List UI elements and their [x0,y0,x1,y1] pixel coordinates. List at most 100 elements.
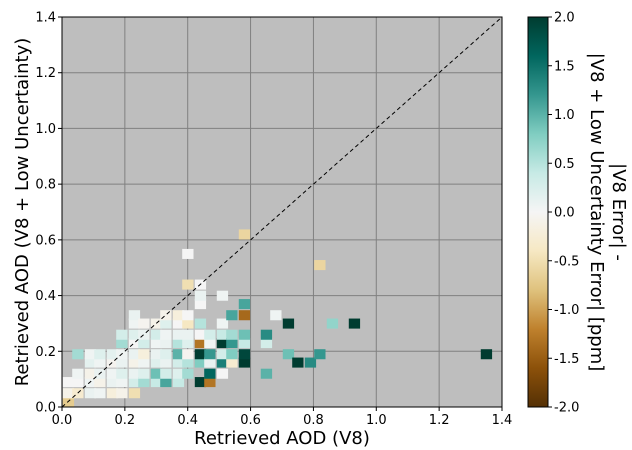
colorbar-ticks: -2.0 -1.5 -1.0 -0.5 0.0 0.5 1.0 1.5 2.0 [548,11,579,416]
heatmap-cell [94,388,106,399]
heatmap-cell [138,349,150,360]
heatmap-cell [172,310,185,321]
heatmap-cell [128,318,141,329]
heatmap-cell [226,349,238,360]
heatmap-cell [72,368,84,379]
heatmap-cell [128,377,141,388]
heatmap-cell [260,368,273,379]
heatmap-cell [194,338,207,349]
heatmap-cell [94,349,106,360]
heatmap-cell [128,368,141,379]
heatmap-cell [326,318,339,329]
heatmap-cell [182,248,194,259]
heatmap-cell [84,349,97,360]
heatmap-cell [238,357,251,368]
x-tick-label: 0.8 [303,413,324,428]
heatmap-cell [204,349,216,360]
heatmap-cell [238,229,251,240]
heatmap-cell [138,357,150,368]
heatmap-cell [116,377,128,388]
heatmap-cell [182,279,194,290]
heatmap-cell [172,368,185,379]
colorbar-label-line2: |V8 + Low Uncertainty Error| [ppm] [586,53,607,372]
heatmap-cell [94,377,106,388]
heatmap-cell [138,377,150,388]
colorbar [527,16,549,408]
heatmap-cell [204,338,216,349]
heatmap-cell [84,368,97,379]
y-tick-label: 0.8 [35,178,56,193]
y-tick-label: 0.2 [35,345,56,360]
x-axis-ticks: 0.0 0.2 0.4 0.6 0.8 1.0 1.2 1.4 [52,407,512,428]
heatmap-cell [106,357,119,368]
y-tick-label: 1.0 [35,122,56,137]
heatmap-cell [238,310,251,321]
heatmap-cell [194,299,207,310]
y-tick-label: 1.4 [35,11,56,26]
heatmap-cell [106,377,119,388]
heatmap-cell [138,329,150,340]
heatmap-cell [216,357,229,368]
heatmap-cell [194,357,207,368]
heatmap-cell [182,338,194,349]
x-tick-label: 0.4 [177,413,198,428]
colorbar-tick-label: -1.0 [554,303,579,318]
colorbar-tick-label: 0.5 [554,157,575,172]
x-axis-label: Retrieved AOD (V8) [194,428,370,449]
colorbar-label-line1: |V8 Error| - [608,163,629,261]
colorbar-tick-label: 2.0 [554,11,575,26]
heatmap-cell [150,338,163,349]
plot-frame [61,16,503,408]
heatmap-cell [260,329,273,340]
colorbar-tick-label: -0.5 [554,254,579,269]
heatmap-cell [194,329,207,340]
heatmap-cell [238,329,251,340]
heatmap-cell [116,338,128,349]
heatmap-cell [128,338,141,349]
heatmap-cell [204,357,216,368]
heatmap-cell [138,318,150,329]
heatmap-cell [150,329,163,340]
colorbar-tick-label: -2.0 [554,401,579,416]
heatmap-cell [282,349,295,360]
heatmap-cell [72,349,84,360]
heatmap-cell [226,310,238,321]
heatmap-cell [160,368,172,379]
heatmap-cell [160,349,172,360]
heatmap-cell [160,377,172,388]
heatmap-cell [150,349,163,360]
heatmap-cell [172,377,185,388]
heatmap-cell [238,338,251,349]
heatmap-cell [150,368,163,379]
heatmap-cell [204,377,216,388]
x-tick-label: 0.2 [115,413,136,428]
heatmap-cells [62,229,493,407]
heatmap-cell [270,310,282,321]
heatmap-cell [182,349,194,360]
heatmap-cell [480,349,493,360]
heatmap-cell [204,368,216,379]
colorbar-tick-label: 1.0 [554,108,575,123]
heatmap-cell [128,357,141,368]
heatmap-cell [150,357,163,368]
heatmap-cell [128,310,141,321]
y-tick-label: 0.4 [35,289,56,304]
heatmap-cell [216,349,229,360]
heatmap-cell [292,357,304,368]
heatmap-cell [226,338,238,349]
heatmap-cell [160,357,172,368]
heatmap-cell [62,388,75,399]
y-axis-ticks: 0.0 0.2 0.4 0.6 0.8 1.0 1.2 1.4 [35,11,62,416]
heatmap-cell [216,338,229,349]
grid [62,17,502,407]
heatmap-cell [172,349,185,360]
heatmap-cell [128,388,141,399]
heatmap-cell [160,329,172,340]
heatmap-cell [348,318,361,329]
heatmap-cell [226,357,238,368]
heatmap-cell [84,357,97,368]
heatmap-cell [128,349,141,360]
heatmap-cell [216,368,229,379]
heatmap-cell [172,318,185,329]
